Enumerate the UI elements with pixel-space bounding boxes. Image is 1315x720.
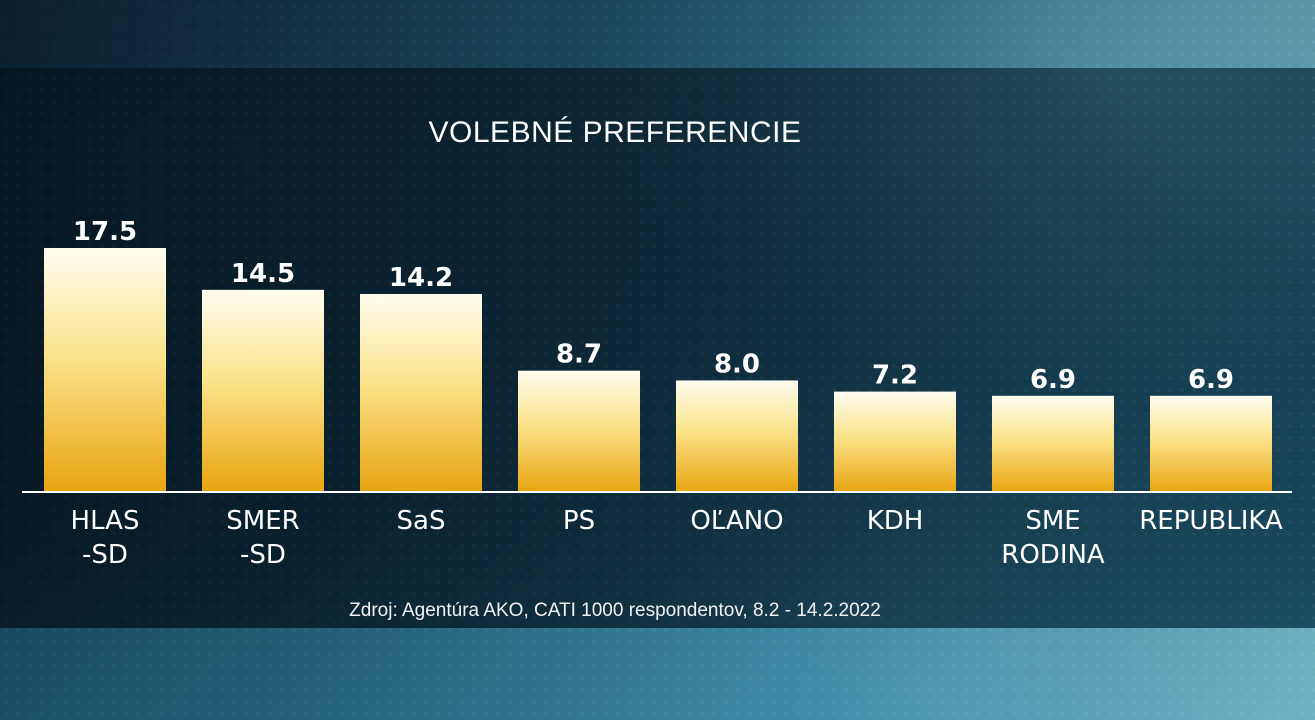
bar-value-label: 8.0 <box>714 349 760 379</box>
bar-value-label: 6.9 <box>1030 365 1076 395</box>
source-note: Zdroj: Agentúra AKO, CATI 1000 responden… <box>349 600 881 621</box>
bar-value-label: 7.2 <box>872 361 918 391</box>
category-label: SME RODINA <box>1001 506 1105 570</box>
bottom-band <box>0 628 1315 720</box>
bar-value-label: 6.9 <box>1188 365 1234 395</box>
top-band <box>0 0 1315 68</box>
category-label: REPUBLIKA <box>1139 506 1283 536</box>
bar <box>44 248 166 492</box>
bar <box>834 391 956 492</box>
bar-value-label: 17.5 <box>73 217 137 247</box>
bar <box>518 370 640 492</box>
category-label: SMER -SD <box>226 506 299 570</box>
bar <box>992 395 1114 492</box>
bar-value-label: 8.7 <box>556 340 602 370</box>
bar <box>360 294 482 492</box>
bar <box>202 289 324 492</box>
category-label: KDH <box>867 506 924 536</box>
category-label: PS <box>563 506 595 536</box>
category-label: OĽANO <box>690 506 783 536</box>
bar-value-label: 14.2 <box>389 263 453 293</box>
chart-title: VOLEBNÉ PREFERENCIE <box>428 116 802 149</box>
bar <box>1150 395 1272 492</box>
category-label: HLAS -SD <box>71 506 140 570</box>
category-label: SaS <box>397 506 446 536</box>
bar <box>676 380 798 492</box>
bar-value-label: 14.5 <box>231 259 295 289</box>
